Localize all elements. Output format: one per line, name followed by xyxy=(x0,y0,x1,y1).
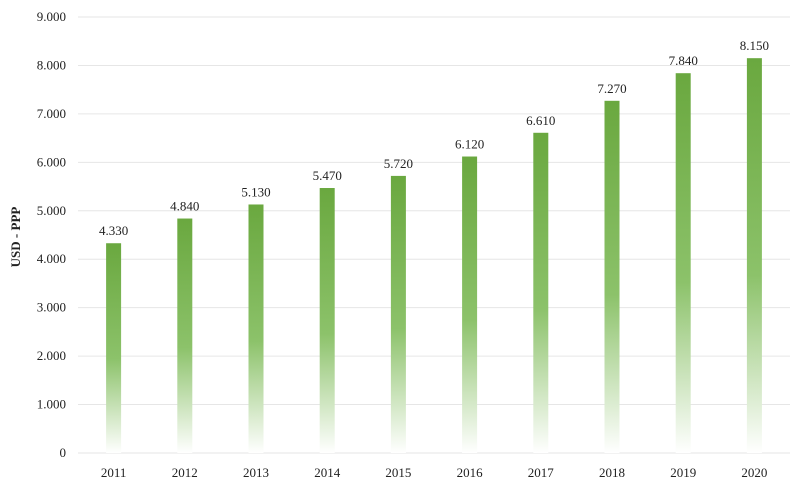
data-label-2012: 4.840 xyxy=(170,199,199,214)
x-tick-label-2018: 2018 xyxy=(599,465,625,480)
y-tick-label: 4.000 xyxy=(37,251,66,266)
y-axis-ticks: 0 1.000 2.000 3.000 4.000 5.000 6.000 7.000 8.00… xyxy=(37,9,66,460)
x-tick-label-2012: 2012 xyxy=(172,465,198,480)
bars xyxy=(106,58,762,454)
data-label-2019: 7.840 xyxy=(669,53,698,68)
x-tick-label-2015: 2015 xyxy=(385,465,411,480)
data-label-2015: 5.720 xyxy=(384,156,413,171)
x-tick-label-2020: 2020 xyxy=(741,465,767,480)
bar-2016 xyxy=(462,156,478,453)
data-label-2016: 6.120 xyxy=(455,137,484,152)
bar-2012 xyxy=(177,218,193,453)
bar-2019 xyxy=(675,73,691,453)
y-tick-label: 6.000 xyxy=(37,154,66,169)
x-tick-label-2017: 2017 xyxy=(528,465,555,480)
gridlines xyxy=(78,16,790,454)
x-tick-label-2011: 2011 xyxy=(101,465,127,480)
x-axis-ticks: 2011 2012 2013 2014 2015 2016 2017 2018 2019 2020 xyxy=(101,465,768,480)
x-tick-label-2013: 2013 xyxy=(243,465,269,480)
y-tick-label: 8.000 xyxy=(37,57,66,72)
y-axis-title: USD - PPP xyxy=(8,207,23,268)
y-tick-label: 5.000 xyxy=(37,203,66,218)
bar-2013 xyxy=(248,204,264,453)
bar-2014 xyxy=(319,188,335,453)
y-tick-label: 3.000 xyxy=(37,300,66,315)
data-label-2020: 8.150 xyxy=(740,38,769,53)
data-label-2013: 5.130 xyxy=(241,184,270,199)
data-label-2017: 6.610 xyxy=(526,113,555,128)
bar-2018 xyxy=(604,100,620,453)
bar-2017 xyxy=(533,132,549,453)
x-tick-label-2014: 2014 xyxy=(314,465,341,480)
bar-2015 xyxy=(390,175,406,454)
bar-2011 xyxy=(106,243,122,453)
y-tick-label: 1.000 xyxy=(37,397,66,412)
x-tick-label-2016: 2016 xyxy=(457,465,484,480)
bar-2020 xyxy=(746,58,762,454)
data-label-2014: 5.470 xyxy=(313,168,342,183)
y-tick-label: 9.000 xyxy=(37,9,66,24)
y-tick-label: 0 xyxy=(60,445,67,460)
x-tick-label-2019: 2019 xyxy=(670,465,696,480)
y-tick-label: 2.000 xyxy=(37,348,66,363)
data-label-2018: 7.270 xyxy=(597,81,626,96)
data-labels: 4.330 4.840 5.130 5.470 5.720 6.120 6.610 7.270… xyxy=(99,38,769,238)
y-tick-label: 7.000 xyxy=(37,106,66,121)
data-label-2011: 4.330 xyxy=(99,223,128,238)
